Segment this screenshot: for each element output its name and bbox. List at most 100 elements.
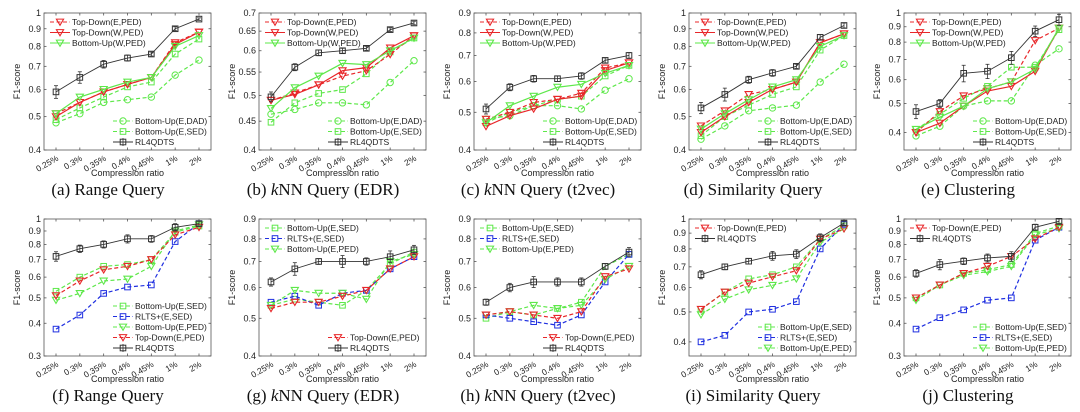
data-point xyxy=(793,83,800,91)
data-point xyxy=(99,277,109,286)
chart-panel-c: 0.4 0.5 0.6 0.7 0.8 0.9 0.25% 0.3% 0.35% 0.4% 0.45… xyxy=(430,0,646,206)
data-point xyxy=(625,52,633,59)
data-point xyxy=(339,301,346,309)
legend-label: Bottom-Up(E,DAD) xyxy=(350,116,422,126)
series-line xyxy=(55,223,200,330)
caption-title: Range Query xyxy=(73,386,164,405)
y-tick-label: 0.9 xyxy=(28,226,41,236)
caption-label: (e) xyxy=(921,180,945,199)
y-axis-label: F1-score xyxy=(657,64,667,100)
x-tick-label: 0.3% xyxy=(707,359,729,378)
legend-marker xyxy=(334,344,342,352)
data-point xyxy=(696,305,706,314)
legend-label: Bottom-Up(E,SED) xyxy=(995,322,1067,332)
caption-italic: k xyxy=(270,386,279,405)
chart-caption: (g) kNN Query (EDR) xyxy=(215,386,431,406)
data-point xyxy=(124,283,131,291)
series-line xyxy=(55,35,200,115)
data-point xyxy=(840,60,848,68)
series-rl4qdts xyxy=(482,52,633,115)
data-point xyxy=(578,311,585,319)
chart-caption: (j) Clustering xyxy=(860,386,1076,406)
legend-marker xyxy=(55,39,65,48)
data-point xyxy=(959,269,969,278)
caption-label: (h) xyxy=(460,386,485,405)
series-bottom-up-w-ped xyxy=(51,32,204,119)
data-point xyxy=(195,56,203,64)
x-axis-label: Compression ratio xyxy=(736,168,809,178)
data-point xyxy=(315,258,322,265)
series-line xyxy=(270,37,415,123)
legend-marker xyxy=(916,235,924,242)
legend-marker xyxy=(764,138,772,146)
legend-marker xyxy=(118,334,128,342)
data-point xyxy=(505,102,515,111)
legend-marker xyxy=(485,39,495,48)
data-point xyxy=(769,252,776,260)
data-point xyxy=(52,325,60,333)
data-point xyxy=(409,32,419,41)
legend-bottom-right: Bottom-Up(E,DAD)Bottom-Up(E,SED)RL4QDTS xyxy=(758,116,852,147)
x-axis-label: Compression ratio xyxy=(951,168,1024,178)
x-tick-label: 0.25% xyxy=(249,359,275,380)
y-tick-label: 0.55 xyxy=(238,67,256,77)
x-tick-label: 0.25% xyxy=(679,359,705,380)
legend-bottom-right: Bottom-Up(E,SED)RLTS+(E,SED)Bottom-Up(E,… xyxy=(973,322,1067,353)
data-point xyxy=(51,296,61,305)
data-point xyxy=(767,273,778,282)
data-point xyxy=(482,105,490,113)
legend-top-left: Top-Down(E,PED)RL4QDTS xyxy=(695,223,787,244)
data-point xyxy=(696,128,706,137)
data-point xyxy=(552,314,563,323)
legend-label: Bottom-Up(W,PED) xyxy=(717,38,791,48)
data-point xyxy=(911,294,921,303)
series-line xyxy=(915,226,1060,330)
y-axis-label: F1-score xyxy=(227,64,237,100)
y-tick-label: 0.65 xyxy=(238,26,256,36)
data-point xyxy=(815,42,825,51)
plot-frame xyxy=(903,12,1072,151)
x-axis-label: Compression ratio xyxy=(736,374,809,384)
data-point xyxy=(482,298,490,306)
x-tick-label: 1% xyxy=(164,359,180,374)
legend-marker xyxy=(270,18,280,27)
series-line xyxy=(485,64,630,124)
plot-frame xyxy=(258,218,427,357)
data-point xyxy=(267,278,275,286)
caption-title: NN Query (t2vec) xyxy=(491,386,616,405)
series-rl4qdts xyxy=(482,247,633,306)
data-point xyxy=(601,86,609,94)
data-point xyxy=(911,125,921,134)
legend-marker xyxy=(915,18,925,27)
data-point xyxy=(505,112,515,121)
legend-label: RL4QDTS xyxy=(565,137,605,147)
chart-panel-e: 0.4 0.5 0.6 0.7 0.8 0.9 1 0.25% 0.3% 0.35% 0.4% 0.4… xyxy=(860,0,1076,206)
series-rl4qdts xyxy=(697,219,848,280)
data-point xyxy=(481,122,491,131)
data-point xyxy=(744,96,754,105)
chart-panel-f: 0.3 0.4 0.5 0.6 0.7 0.8 0.9 1 0.25% 0.3% 0.35% 0.4%… xyxy=(0,206,216,412)
series-line xyxy=(270,251,415,306)
caption-title: Clustering xyxy=(942,386,1014,405)
data-point xyxy=(769,69,776,77)
data-point xyxy=(721,91,729,98)
series-rl4qdts xyxy=(267,19,418,103)
y-tick-label: 0.6 xyxy=(888,272,901,282)
y-tick-label: 0.9 xyxy=(888,22,901,32)
data-point xyxy=(481,311,491,320)
caption-label: (b) xyxy=(246,180,271,199)
data-point xyxy=(697,338,705,346)
caption-label: (j) xyxy=(922,386,943,405)
legend-label: Bottom-Up(E,SED) xyxy=(135,301,207,311)
data-point xyxy=(721,332,729,339)
series-bottom-up-w-ped xyxy=(696,32,849,134)
chart-svg-d: 0.40.50.60.70.80.910.25% 0.3%0.35% 0.4%0.4… xyxy=(657,8,857,178)
data-point xyxy=(481,119,491,128)
x-tick-label: 0.3% xyxy=(492,153,514,172)
data-point xyxy=(745,275,752,283)
y-tick-label: 0.4 xyxy=(888,318,901,328)
legend-top-left: Bottom-Up(E,SED)RLTS+(E,SED)Bottom-Up(E,… xyxy=(480,223,574,254)
y-tick-label: 0.5 xyxy=(243,90,256,100)
y-axis-label: F1-score xyxy=(872,270,882,306)
data-point xyxy=(624,61,634,70)
